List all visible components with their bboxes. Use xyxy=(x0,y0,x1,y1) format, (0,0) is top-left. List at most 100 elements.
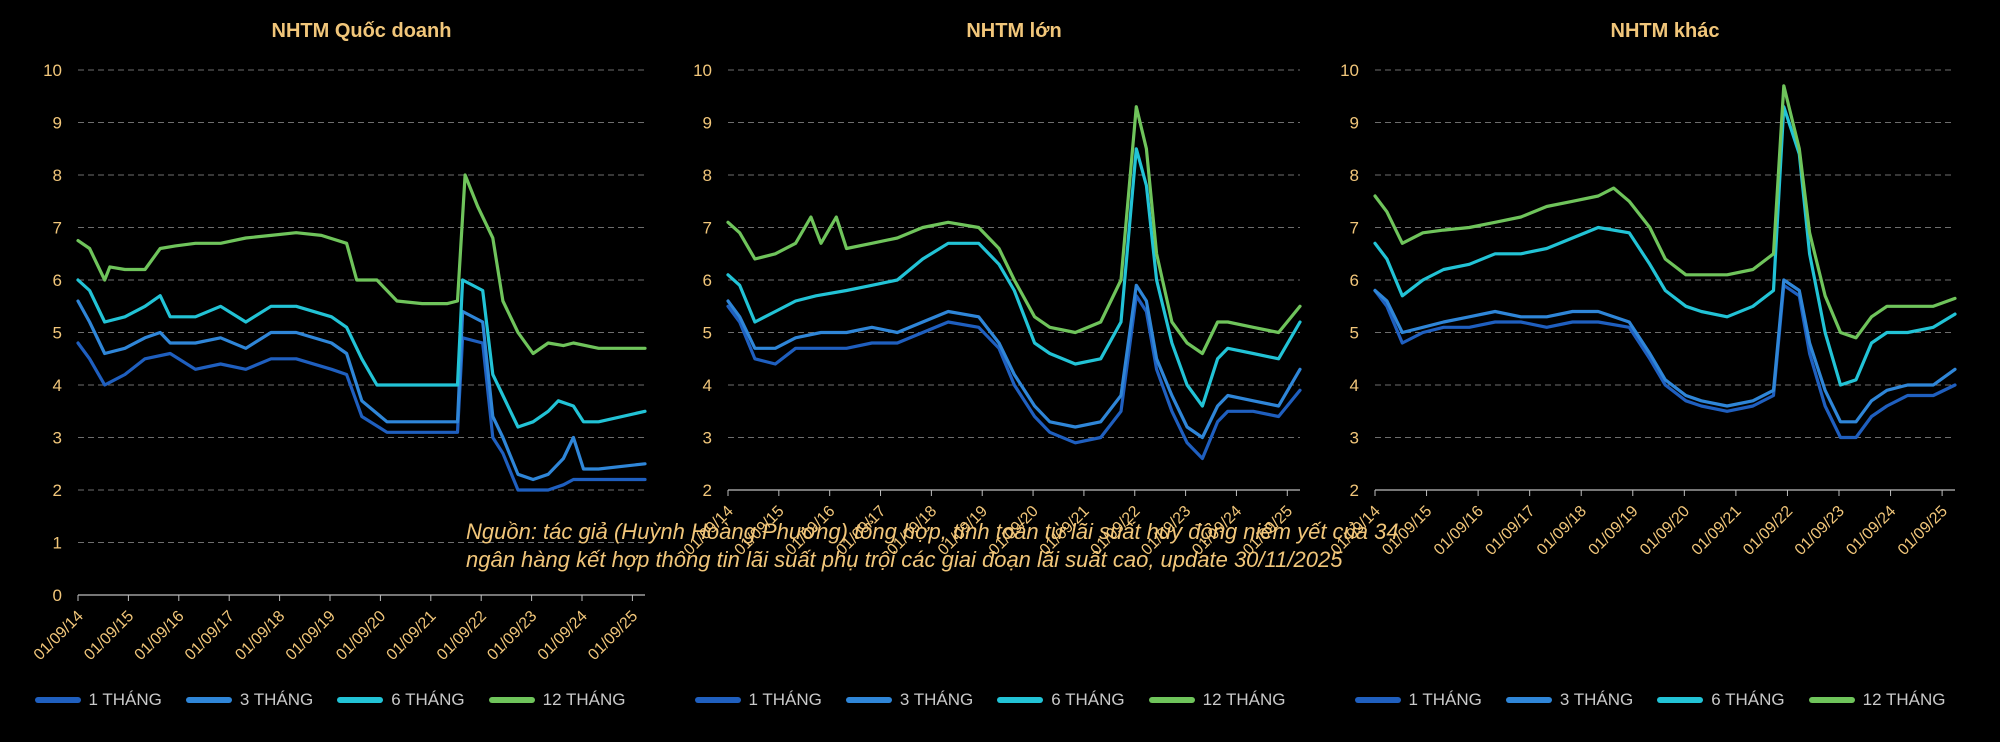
x-tick-label: 01/09/23 xyxy=(1792,503,1848,559)
y-tick-label: 5 xyxy=(703,324,712,343)
y-tick-label: 8 xyxy=(1350,166,1359,185)
series-line-6-tháng xyxy=(1373,105,1957,387)
x-tick-label: 01/09/19 xyxy=(283,608,339,664)
legend-item: 1 THÁNG xyxy=(694,690,822,710)
legend-label: 12 THÁNG xyxy=(542,690,626,709)
y-tick-label: 6 xyxy=(703,271,712,290)
series-line-1-tháng xyxy=(76,336,647,492)
x-tick-label: 01/09/22 xyxy=(1740,503,1796,559)
x-tick-label: 01/09/25 xyxy=(585,608,641,664)
y-tick-label: 3 xyxy=(1350,429,1359,448)
y-tick-label: 6 xyxy=(1350,271,1359,290)
legend-label: 6 THÁNG xyxy=(1051,690,1125,709)
legend-item: 6 THÁNG xyxy=(997,690,1125,710)
source-note-line-2: ngân hàng kết hợp thông tin lãi suất phụ… xyxy=(466,547,1343,572)
legend-swatch xyxy=(1505,697,1552,703)
series-line-6-tháng xyxy=(726,147,1302,408)
y-tick-label: 0 xyxy=(53,586,62,605)
legend-label: 3 THÁNG xyxy=(1559,690,1634,709)
legend-swatch xyxy=(997,697,1044,703)
x-tick-label: 01/09/20 xyxy=(1637,503,1693,559)
y-tick-label: 2 xyxy=(1350,481,1359,500)
chart-title: NHTM khác xyxy=(1611,20,1720,42)
source-note: Nguồn: tác giả (Huỳnh Hoàng Phương) tổng… xyxy=(466,518,1399,574)
series-line-3-tháng xyxy=(76,299,647,482)
legend-label: 6 THÁNG xyxy=(391,690,465,709)
y-tick-label: 1 xyxy=(53,534,62,553)
legend-item: 1 THÁNG xyxy=(34,690,162,710)
y-tick-label: 4 xyxy=(53,376,62,395)
legend-item: 6 THÁNG xyxy=(337,690,465,710)
series-line-1-tháng xyxy=(726,294,1302,461)
series-line-3-tháng xyxy=(1373,278,1957,424)
legend-label: 3 THÁNG xyxy=(239,690,314,709)
x-tick-label: 01/09/25 xyxy=(1895,503,1951,559)
legend-item: 3 THÁNG xyxy=(185,690,314,710)
legend-label: 1 THÁNG xyxy=(748,690,822,709)
legend-label: 1 THÁNG xyxy=(88,690,162,709)
x-tick-label: 01/09/21 xyxy=(1689,503,1745,559)
y-tick-label: 4 xyxy=(703,376,712,395)
source-note-line-1: Nguồn: tác giả (Huỳnh Hoàng Phương) tổng… xyxy=(466,519,1399,544)
series-line-12-tháng xyxy=(1373,84,1957,340)
x-tick-label: 01/09/17 xyxy=(182,608,238,664)
chart-svg-1: NHTM Quốc doanh01234567891001/09/1401/09… xyxy=(31,20,647,664)
chart-panel-1: NHTM Quốc doanh 0 1 2 3 4 5 6 7 8 9 10 01/09/14 01/09… xyxy=(0,0,660,742)
y-tick-label: 7 xyxy=(53,219,62,238)
chart-svg-3: NHTM khác234567891001/09/1401/09/1501/09… xyxy=(1328,20,1957,559)
x-tick-label: 01/09/17 xyxy=(1482,503,1538,559)
x-tick-label: 01/09/24 xyxy=(535,608,591,664)
legend-item: 12 THÁNG xyxy=(488,690,626,710)
legend-label: 12 THÁNG xyxy=(1202,690,1286,709)
chart-legend: 1 THÁNG 3 THÁNG 6 THÁNG 12 THÁNG xyxy=(660,690,1320,710)
legend-swatch xyxy=(1657,697,1704,703)
y-tick-label: 2 xyxy=(703,481,712,500)
y-tick-label: 4 xyxy=(1350,376,1359,395)
y-tick-label: 7 xyxy=(703,219,712,238)
y-tick-label: 9 xyxy=(1350,114,1359,133)
legend-swatch xyxy=(337,697,384,703)
y-tick-label: 8 xyxy=(53,166,62,185)
legend-label: 3 THÁNG xyxy=(899,690,974,709)
chart-panel-3: NHTM khác 2 3 4 5 6 7 8 9 10 01/09/14 01/09/15 01/09… xyxy=(1320,0,1980,742)
chart-legend: 1 THÁNG 3 THÁNG 6 THÁNG 12 THÁNG xyxy=(0,690,660,710)
x-tick-label: 01/09/15 xyxy=(81,608,137,664)
series-line-12-tháng xyxy=(76,173,647,356)
series-line-6-tháng xyxy=(76,278,647,429)
legend-swatch xyxy=(34,697,81,703)
legend-label: 12 THÁNG xyxy=(1862,690,1946,709)
y-tick-label: 5 xyxy=(53,324,62,343)
y-tick-label: 5 xyxy=(1350,324,1359,343)
y-tick-label: 9 xyxy=(53,114,62,133)
x-tick-label: 01/09/14 xyxy=(31,608,87,664)
legend-swatch xyxy=(1808,697,1855,703)
legend-item: 3 THÁNG xyxy=(845,690,974,710)
x-tick-label: 01/09/16 xyxy=(1431,503,1487,559)
series-line-12-tháng xyxy=(726,105,1302,356)
chart-title: NHTM Quốc doanh xyxy=(272,20,452,42)
x-tick-label: 01/09/19 xyxy=(1586,503,1642,559)
y-tick-label: 9 xyxy=(703,114,712,133)
x-tick-label: 01/09/20 xyxy=(333,608,389,664)
y-tick-label: 8 xyxy=(703,166,712,185)
legend-swatch xyxy=(185,697,232,703)
legend-swatch xyxy=(1354,697,1401,703)
chart-panel-2: NHTM lớn 2 3 4 5 6 7 8 9 10 01/09/14 01/09/15 01/09/… xyxy=(660,0,1320,742)
chart-svg-2: NHTM lớn234567891001/09/1401/09/1501/09/… xyxy=(681,20,1302,559)
legend-item: 6 THÁNG xyxy=(1657,690,1785,710)
legend-label: 1 THÁNG xyxy=(1408,690,1482,709)
legend-label: 6 THÁNG xyxy=(1711,690,1785,709)
legend-item: 12 THÁNG xyxy=(1148,690,1286,710)
y-tick-label: 7 xyxy=(1350,219,1359,238)
legend-item: 3 THÁNG xyxy=(1505,690,1634,710)
legend-swatch xyxy=(694,697,741,703)
x-tick-label: 01/09/16 xyxy=(132,608,188,664)
x-tick-label: 01/09/21 xyxy=(384,608,440,664)
x-tick-label: 01/09/24 xyxy=(1843,503,1899,559)
series-line-1-tháng xyxy=(1373,283,1957,440)
x-tick-label: 01/09/22 xyxy=(434,608,490,664)
series-line-3-tháng xyxy=(726,283,1302,440)
y-tick-label: 3 xyxy=(703,429,712,448)
y-tick-label: 2 xyxy=(53,481,62,500)
legend-item: 12 THÁNG xyxy=(1808,690,1946,710)
